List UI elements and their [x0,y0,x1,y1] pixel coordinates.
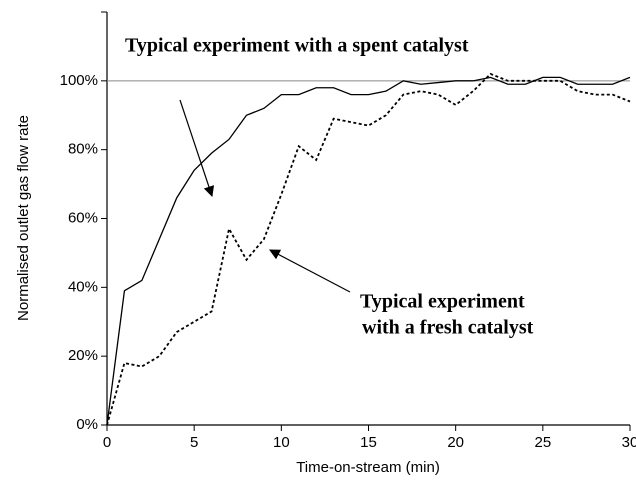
x-tick-label: 0 [103,434,111,451]
x-tick-label: 15 [360,434,377,451]
series-line [106,76,631,426]
y-tick-label: 40% [68,278,98,295]
y-tick-label: 0% [76,416,98,433]
x-tick-label: 5 [190,434,198,451]
arrow [179,99,215,198]
y-tick-label: 60% [68,209,98,226]
annotation: with a fresh catalyst [362,317,534,339]
y-tick-label: 100% [60,72,98,89]
arrow [269,249,351,293]
annotation: Typical experiment with a spent catalyst [125,35,469,57]
x-tick-label: 20 [447,434,464,451]
y-tick-label: 80% [68,141,98,158]
series-line [106,72,631,426]
annotation: Typical experiment [360,291,525,313]
x-tick-label: 30 [622,434,636,451]
y-tick-label: 20% [68,347,98,364]
y-axis-label: Normalised outlet gas flow rate [15,115,32,321]
x-tick-label: 10 [273,434,290,451]
x-tick-label: 25 [534,434,551,451]
x-axis-label: Time-on-stream (min) [296,459,440,476]
